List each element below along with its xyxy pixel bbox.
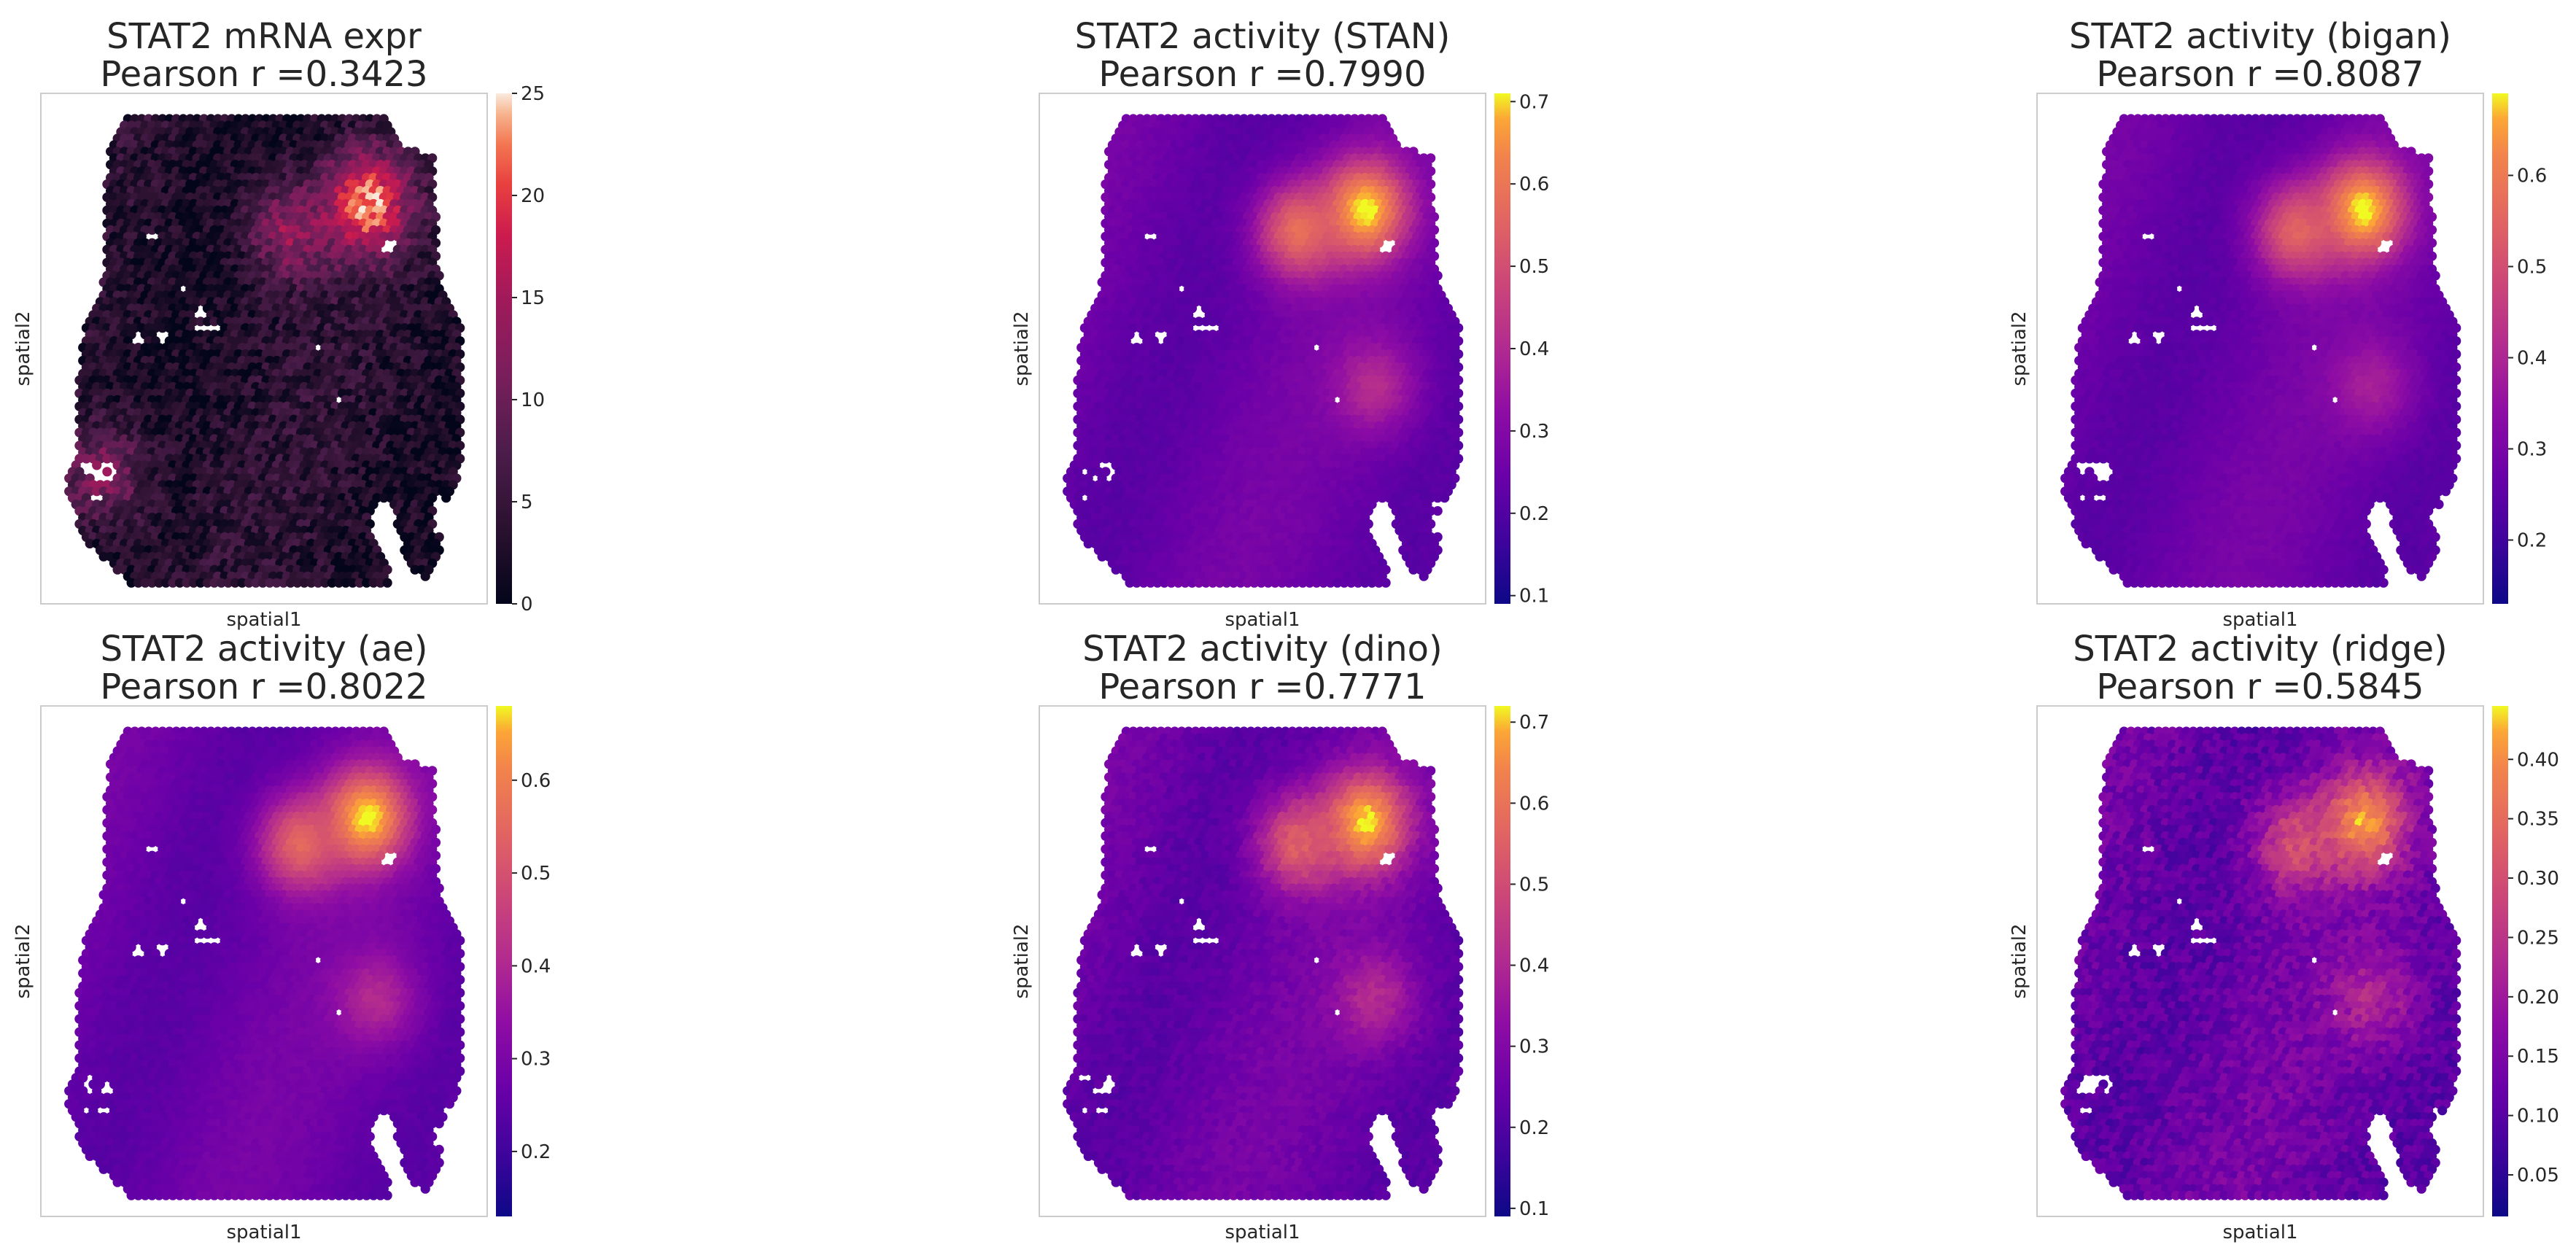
colorbar-tick-label: 0 (521, 594, 533, 616)
colorbar-gradient (496, 93, 512, 604)
colorbar: 0 5 10 15 20 25 (496, 83, 545, 616)
spot (92, 460, 101, 470)
spot (441, 493, 451, 502)
panel-2: STAT2 activity (STAN)Pearson r =0.7990sp… (1011, 16, 1549, 631)
panel-title: STAT2 activity (STAN) (1075, 16, 1451, 57)
colorbar-tick-label: 10 (521, 389, 545, 411)
panel-subtitle: Pearson r =0.3423 (100, 54, 427, 95)
spot (102, 467, 112, 476)
panel-subtitle: Pearson r =0.7990 (1098, 54, 1426, 95)
y-axis-label: spatial2 (12, 311, 34, 386)
x-axis-label: spatial1 (226, 609, 301, 631)
spot (383, 578, 392, 588)
spot-layer (1063, 114, 1463, 587)
colorbar-tick-label: 15 (521, 287, 545, 309)
colorbar-tick-label: 5 (521, 492, 533, 513)
panel-title: STAT2 mRNA expr (106, 16, 422, 57)
colorbar-tick-label: 25 (521, 83, 545, 105)
spot (421, 572, 430, 581)
spot-layer (64, 114, 465, 587)
colorbar-tick-label: 20 (521, 185, 545, 207)
